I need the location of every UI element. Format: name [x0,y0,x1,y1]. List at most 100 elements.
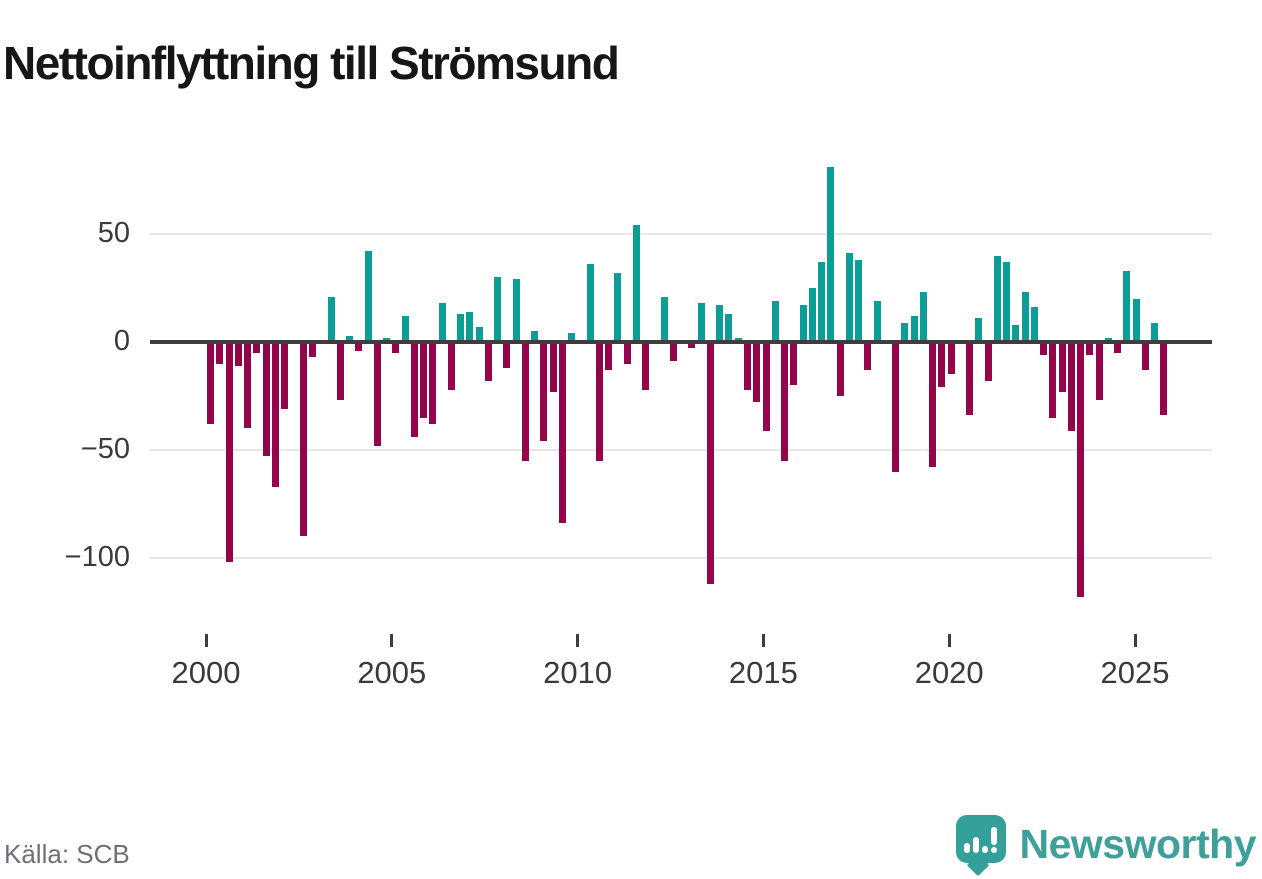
x-tick-2020 [947,634,951,647]
bar-2013Q4 [716,305,724,342]
bar-2000Q4 [234,342,242,366]
bar-2020Q1 [947,342,955,375]
y-tick-label--100: −100 [64,541,130,573]
x-tick-2015 [761,634,765,647]
bar-2024Q1 [1095,342,1103,401]
bar-2017Q2 [845,253,853,342]
brand-name: Newsworthy [1019,820,1257,867]
bar-2005Q1 [392,342,400,353]
bar-2020Q3 [966,342,974,416]
bar-2014Q4 [753,342,761,403]
bar-2022Q3 [1040,342,1048,355]
bar-2015Q3 [781,342,788,461]
bar-2025Q3 [1151,322,1159,342]
bar-2025Q2 [1141,342,1149,371]
source-note: Källa: SCB [4,839,130,869]
bar-2016Q2 [808,288,816,342]
bar-2024Q4 [1123,270,1131,342]
bar-2019Q3 [929,342,937,468]
y-tick-label--50: −50 [80,433,130,465]
bar-2000Q3 [225,342,233,563]
zero-baseline [150,340,1212,344]
bar-2003Q2 [327,296,335,342]
gridline--50 [150,449,1212,451]
x-tick-2005 [390,634,394,647]
bar-2021Q2 [993,255,1001,342]
page-title: Nettoinflyttning till Strömsund [3,36,620,89]
icon-exclamation-bar [990,827,997,845]
brand-logo: Newsworthy [955,812,1257,877]
bar-2011Q2 [623,342,631,364]
bar-2012Q2 [660,296,668,342]
bubble-shape [955,815,1006,863]
bar-2004Q3 [373,342,381,446]
bar-2012Q3 [669,342,677,362]
bar-2023Q4 [1086,342,1094,355]
x-tick-2025 [1133,634,1137,647]
bar-2024Q3 [1114,342,1122,353]
bar-2001Q4 [271,342,279,487]
bar-2023Q1 [1058,342,1066,392]
gridline--100 [150,557,1212,559]
bar-2009Q1 [540,342,548,442]
bar-2019Q2 [919,292,927,342]
bar-2000Q2 [216,342,224,364]
bar-2018Q1 [873,300,881,342]
icon-bar-3 [981,846,988,853]
bar-2013Q1 [688,342,696,349]
bar-2011Q1 [614,272,622,342]
bar-2005Q4 [420,342,428,418]
bar-2007Q4 [494,277,502,342]
bar-2015Q1 [762,342,770,431]
y-tick-label-50: 50 [97,217,130,249]
bar-2013Q3 [706,342,714,584]
gridline-50 [150,233,1212,235]
bar-2019Q1 [910,316,918,342]
bar-2010Q4 [605,342,613,371]
bar-2010Q2 [586,264,594,342]
bar-2015Q4 [790,342,798,386]
bar-2016Q4 [827,167,835,342]
x-tick-2000 [204,634,208,647]
bar-2016Q3 [818,262,826,342]
bar-2011Q4 [642,342,650,390]
bar-2008Q1 [503,342,511,368]
bar-2016Q1 [799,305,807,342]
bar-2004Q4 [383,337,391,342]
icon-exclamation-dot [990,847,997,853]
bar-2020Q4 [975,318,983,342]
bar-2009Q3 [558,342,566,524]
bar-2006Q3 [447,342,455,390]
bar-2013Q2 [697,303,705,342]
bar-2023Q2 [1067,342,1075,431]
bar-2004Q1 [355,342,363,351]
bar-2006Q2 [438,303,446,342]
bar-2017Q4 [864,342,872,371]
bar-2006Q4 [457,313,465,342]
bar-2002Q4 [309,342,316,358]
bar-2001Q3 [262,342,270,457]
newsworthy-icon [955,813,1006,877]
bar-2018Q3 [892,342,900,472]
icon-bar-1 [963,843,970,853]
bar-2025Q4 [1160,342,1168,416]
bar-2009Q4 [568,333,576,342]
bar-2001Q2 [253,342,261,353]
bar-2015Q2 [771,300,779,342]
x-tick-label-2015: 2015 [728,655,798,690]
bar-2000Q1 [207,342,215,425]
bar-2009Q2 [549,342,557,392]
x-tick-label-2020: 2020 [914,655,984,690]
bar-2025Q1 [1132,298,1140,342]
bar-2022Q2 [1030,307,1038,342]
bar-2017Q1 [836,342,844,396]
bar-2001Q1 [244,342,252,429]
bar-2021Q4 [1012,324,1020,342]
bar-2002Q1 [281,342,289,409]
y-tick-label-0: 0 [113,325,130,357]
bar-2023Q3 [1077,342,1085,597]
bar-2024Q2 [1104,337,1112,342]
icon-bar-2 [972,837,979,853]
bar-2002Q3 [299,342,307,537]
bar-2021Q1 [984,342,992,381]
